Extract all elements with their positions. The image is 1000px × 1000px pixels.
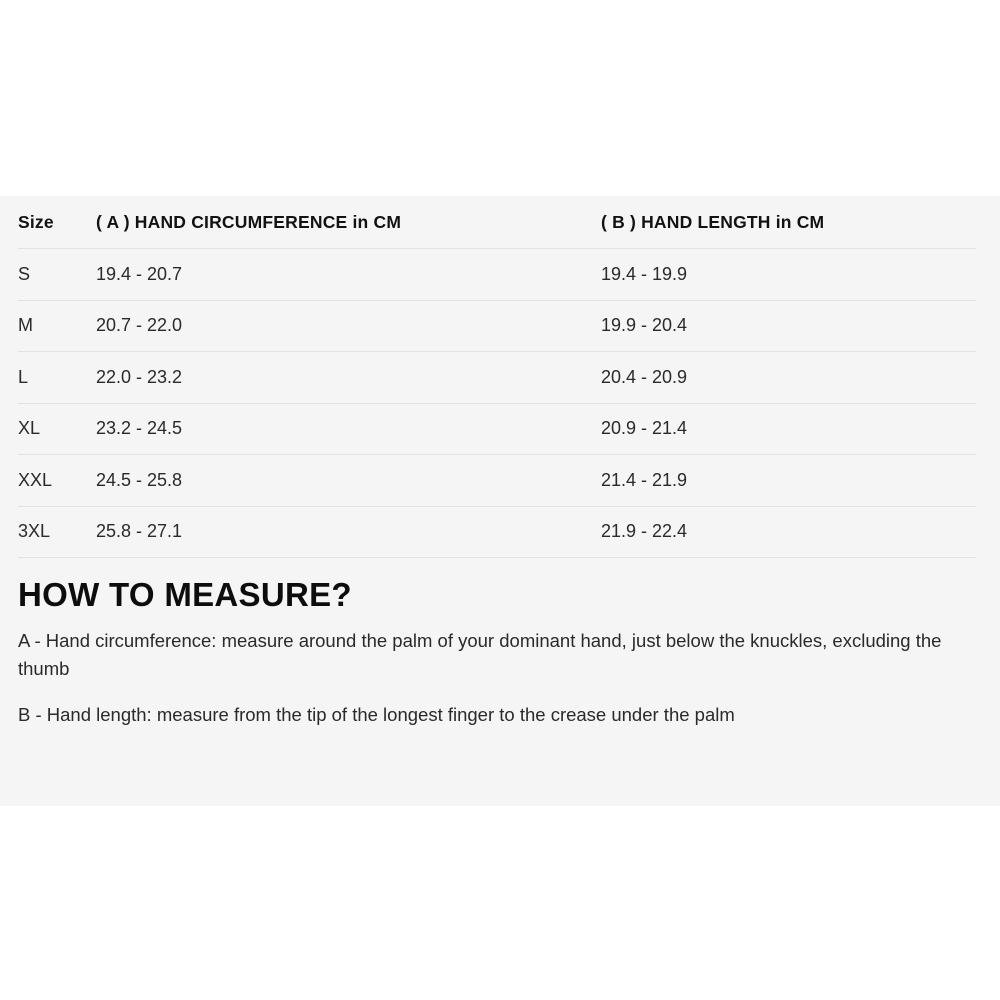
cell-size: 3XL bbox=[18, 506, 96, 558]
column-header-hand-circumference: ( A ) HAND CIRCUMFERENCE in CM bbox=[96, 196, 601, 249]
table-row: L 22.0 - 23.2 20.4 - 20.9 bbox=[18, 351, 976, 404]
size-chart-panel: Size ( A ) HAND CIRCUMFERENCE in CM ( B … bbox=[0, 196, 1000, 806]
cell-hand-length: 20.4 - 20.9 bbox=[601, 351, 976, 404]
cell-hand-circumference: 25.8 - 27.1 bbox=[96, 506, 601, 558]
table-row: 3XL 25.8 - 27.1 21.9 - 22.4 bbox=[18, 506, 976, 558]
column-header-hand-length: ( B ) HAND LENGTH in CM bbox=[601, 196, 976, 249]
cell-hand-circumference: 22.0 - 23.2 bbox=[96, 351, 601, 404]
cell-hand-length: 20.9 - 21.4 bbox=[601, 403, 976, 455]
cell-size: L bbox=[18, 351, 96, 404]
column-header-size: Size bbox=[18, 196, 96, 249]
table-row: XXL 24.5 - 25.8 21.4 - 21.9 bbox=[18, 454, 976, 507]
cell-size: XXL bbox=[18, 454, 96, 507]
cell-hand-length: 19.4 - 19.9 bbox=[601, 248, 976, 301]
measure-instruction-b: B - Hand length: measure from the tip of… bbox=[18, 704, 735, 726]
table-row: XL 23.2 - 24.5 20.9 - 21.4 bbox=[18, 403, 976, 455]
table-body: S 19.4 - 20.7 19.4 - 19.9 M 20.7 - 22.0 … bbox=[18, 248, 976, 558]
cell-hand-circumference: 20.7 - 22.0 bbox=[96, 300, 601, 352]
how-to-measure-title: HOW TO MEASURE? bbox=[18, 576, 352, 613]
cell-size: M bbox=[18, 300, 96, 352]
cell-hand-length: 19.9 - 20.4 bbox=[601, 300, 976, 352]
cell-hand-circumference: 23.2 - 24.5 bbox=[96, 403, 601, 455]
panel-content: Size ( A ) HAND CIRCUMFERENCE in CM ( B … bbox=[18, 196, 976, 748]
table-header: Size ( A ) HAND CIRCUMFERENCE in CM ( B … bbox=[18, 196, 976, 249]
cell-hand-circumference: 19.4 - 20.7 bbox=[96, 248, 601, 301]
cell-size: S bbox=[18, 248, 96, 301]
hand-size-table: Size ( A ) HAND CIRCUMFERENCE in CM ( B … bbox=[18, 196, 976, 558]
table-row: S 19.4 - 20.7 19.4 - 19.9 bbox=[18, 248, 976, 301]
cell-size: XL bbox=[18, 403, 96, 455]
cell-hand-length: 21.4 - 21.9 bbox=[601, 454, 976, 507]
table-header-row: Size ( A ) HAND CIRCUMFERENCE in CM ( B … bbox=[18, 196, 976, 249]
table-row: M 20.7 - 22.0 19.9 - 20.4 bbox=[18, 300, 976, 352]
cell-hand-circumference: 24.5 - 25.8 bbox=[96, 454, 601, 507]
measure-instruction-a: A - Hand circumference: measure around t… bbox=[18, 629, 942, 679]
cell-hand-length: 21.9 - 22.4 bbox=[601, 506, 976, 558]
